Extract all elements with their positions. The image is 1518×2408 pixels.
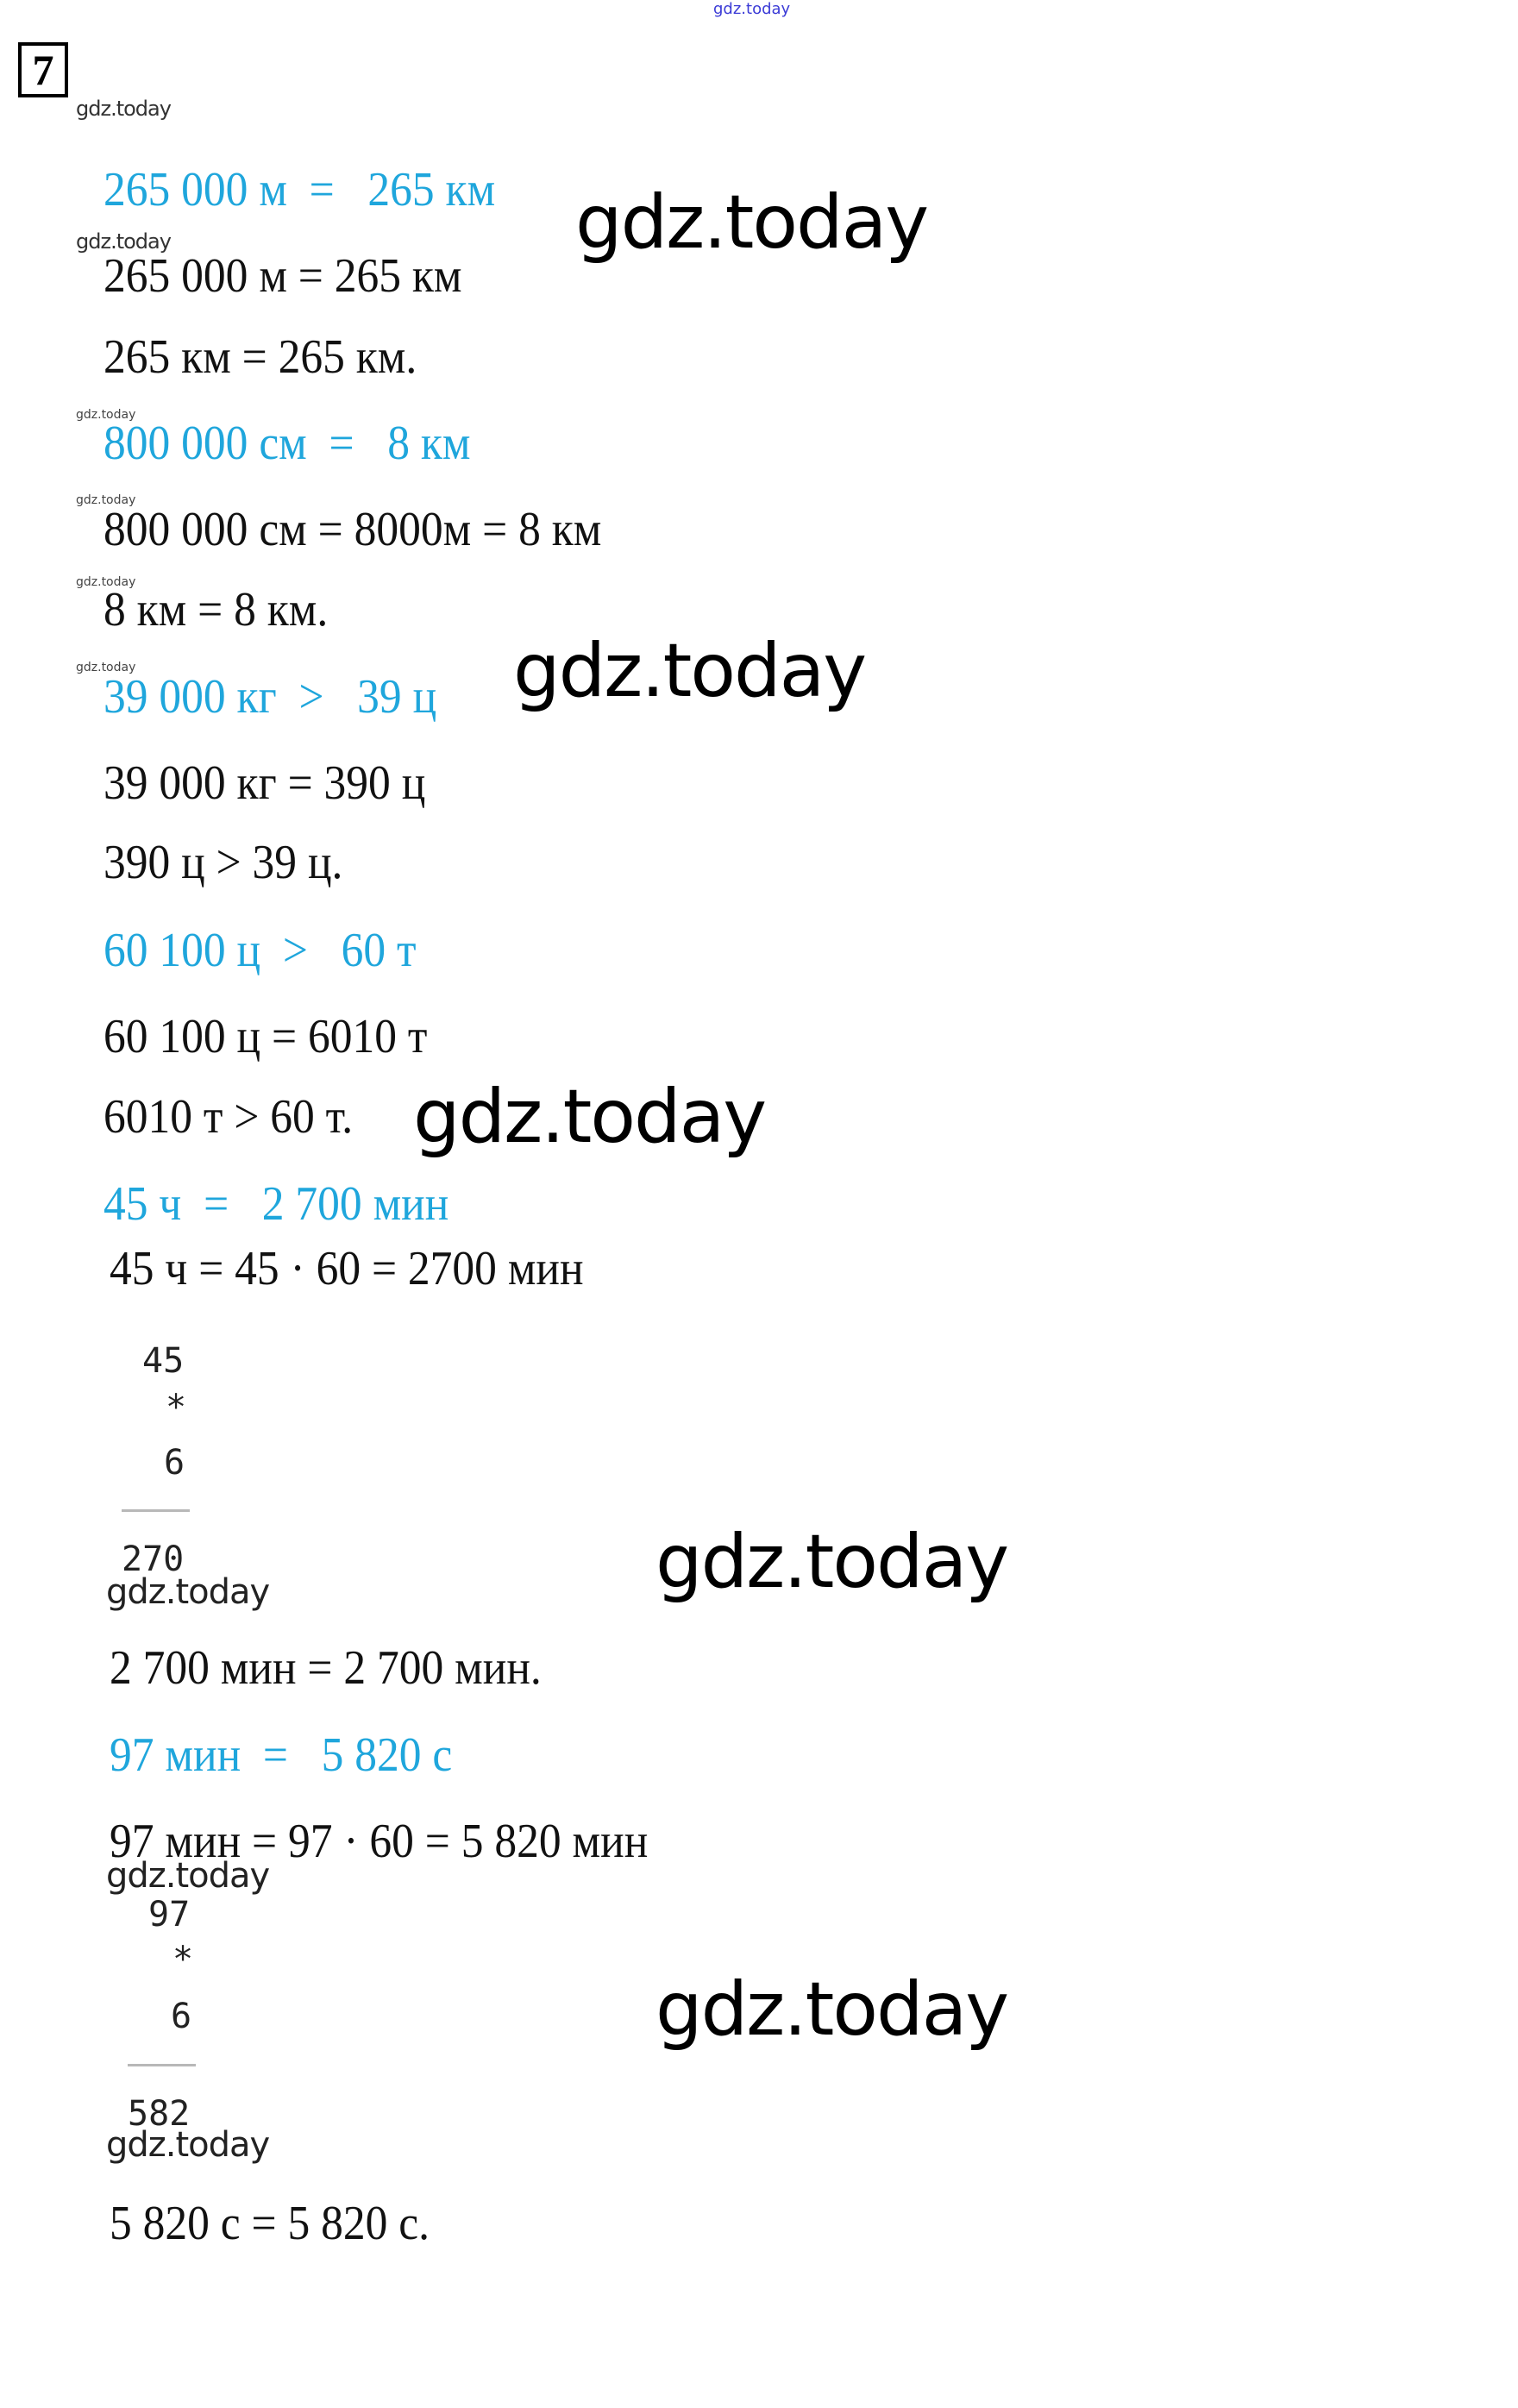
column-operator: * <box>166 1388 187 1427</box>
column-multiplier: 6 <box>171 1997 192 2036</box>
solution-line: 97 мин = 97 · 60 = 5 820 мин <box>110 1815 649 1868</box>
column-multiplicand: 97 <box>148 1895 191 1935</box>
watermark: gdz.today <box>76 97 172 121</box>
column-result: 582 <box>128 2094 191 2134</box>
answer-line-3: 39 000 кг > 39 ц <box>104 670 437 724</box>
watermark: gdz.today <box>76 229 172 254</box>
watermark: gdz.today <box>106 1572 270 1612</box>
answer-line-1: 265 000 м = 265 км <box>104 163 496 216</box>
answer-line-4: 60 100 ц > 60 т <box>104 924 417 977</box>
solution-line: 800 000 см = 8000м = 8 км <box>104 503 602 556</box>
solution-line: 265 км = 265 км. <box>104 330 417 384</box>
solution-line: 8 км = 8 км. <box>104 583 329 636</box>
watermark: gdz.today <box>76 661 136 674</box>
column-multiplier: 6 <box>164 1443 185 1483</box>
watermark: gdz.today <box>76 575 136 589</box>
solution-line: 2 700 мин = 2 700 мин. <box>110 1641 542 1695</box>
watermark-top: gdz.today <box>713 0 791 18</box>
watermark-large: gdz.today <box>575 179 929 266</box>
watermark: gdz.today <box>106 2125 270 2165</box>
watermark-large: gdz.today <box>513 628 867 714</box>
column-multiplicand: 45 <box>142 1341 185 1381</box>
column-rule <box>128 2064 196 2066</box>
column-operator: * <box>172 1940 194 1979</box>
column-rule <box>122 1509 190 1512</box>
solution-line: 390 ц > 39 ц. <box>104 836 343 889</box>
answer-line-2: 800 000 см = 8 км <box>104 417 471 470</box>
solution-line: 45 ч = 45 · 60 = 2700 мин <box>110 1242 584 1295</box>
solution-line: 5 820 с = 5 820 с. <box>110 2197 430 2250</box>
watermark: gdz.today <box>106 1856 270 1896</box>
watermark-large: gdz.today <box>656 1966 1009 2053</box>
solution-line: 265 000 м = 265 км <box>104 249 462 303</box>
column-result: 270 <box>122 1539 185 1579</box>
answer-line-5: 45 ч = 2 700 мин <box>104 1177 449 1231</box>
watermark: gdz.today <box>76 493 136 507</box>
watermark-large: gdz.today <box>656 1519 1009 1605</box>
solution-line: 60 100 ц = 6010 т <box>104 1010 428 1063</box>
task-number: 7 <box>18 42 68 97</box>
watermark: gdz.today <box>76 408 136 422</box>
answer-line-6: 97 мин = 5 820 с <box>110 1728 453 1782</box>
solution-line: 6010 т > 60 т. <box>104 1090 354 1144</box>
watermark-large: gdz.today <box>413 1074 767 1160</box>
solution-line: 39 000 кг = 390 ц <box>104 756 426 810</box>
